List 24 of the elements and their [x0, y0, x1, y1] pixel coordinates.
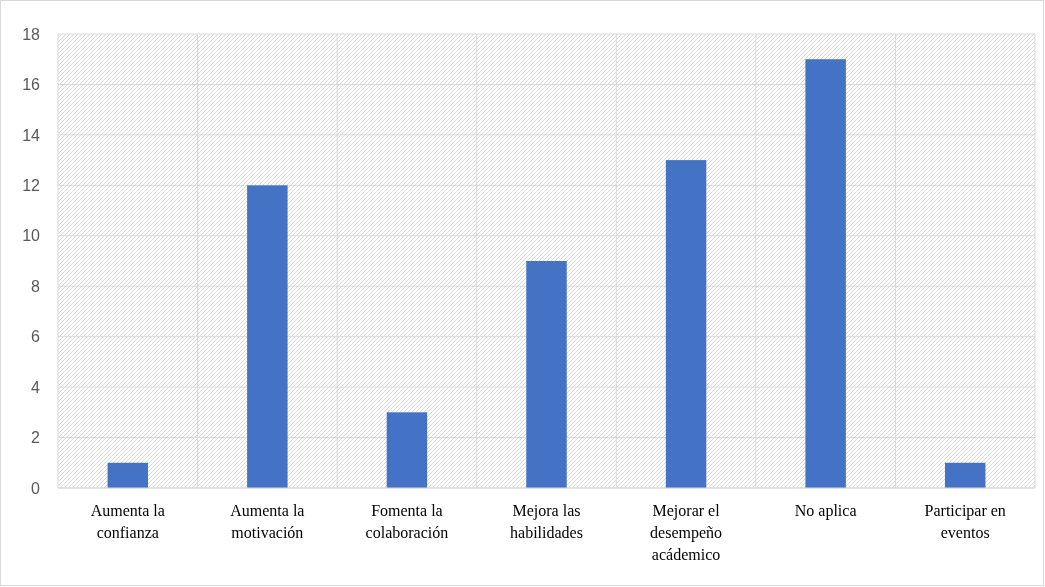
y-tick-label: 2 [31, 429, 41, 447]
y-tick-label: 10 [22, 227, 41, 245]
y-tick-label: 0 [31, 479, 41, 497]
x-tick-label: Aumenta la confianza [90, 502, 165, 541]
bar [944, 462, 986, 488]
y-tick-label: 12 [22, 176, 41, 194]
y-tick-label: 8 [31, 277, 41, 295]
x-tick-label: Fomenta la colaboración [365, 502, 449, 541]
y-tick-label: 14 [22, 126, 41, 144]
y-tick-label: 4 [31, 378, 41, 396]
x-tick-label: No aplica [794, 502, 857, 520]
bar [107, 462, 149, 488]
bar [665, 160, 707, 488]
bar [805, 59, 846, 488]
bar [386, 412, 428, 488]
y-tick-label: 16 [22, 76, 41, 94]
bar [247, 185, 288, 488]
x-tick-label: Participar en eventos [924, 502, 1006, 541]
x-tick-label: Mejorar el desempeño acádemico [650, 502, 723, 563]
y-tick-label: 6 [31, 328, 41, 346]
x-tick-label: Mejora las habilidades [510, 502, 583, 541]
x-tick-label: Aumenta la motivación [230, 502, 305, 541]
bar [526, 261, 567, 488]
y-tick-label: 18 [22, 25, 41, 43]
